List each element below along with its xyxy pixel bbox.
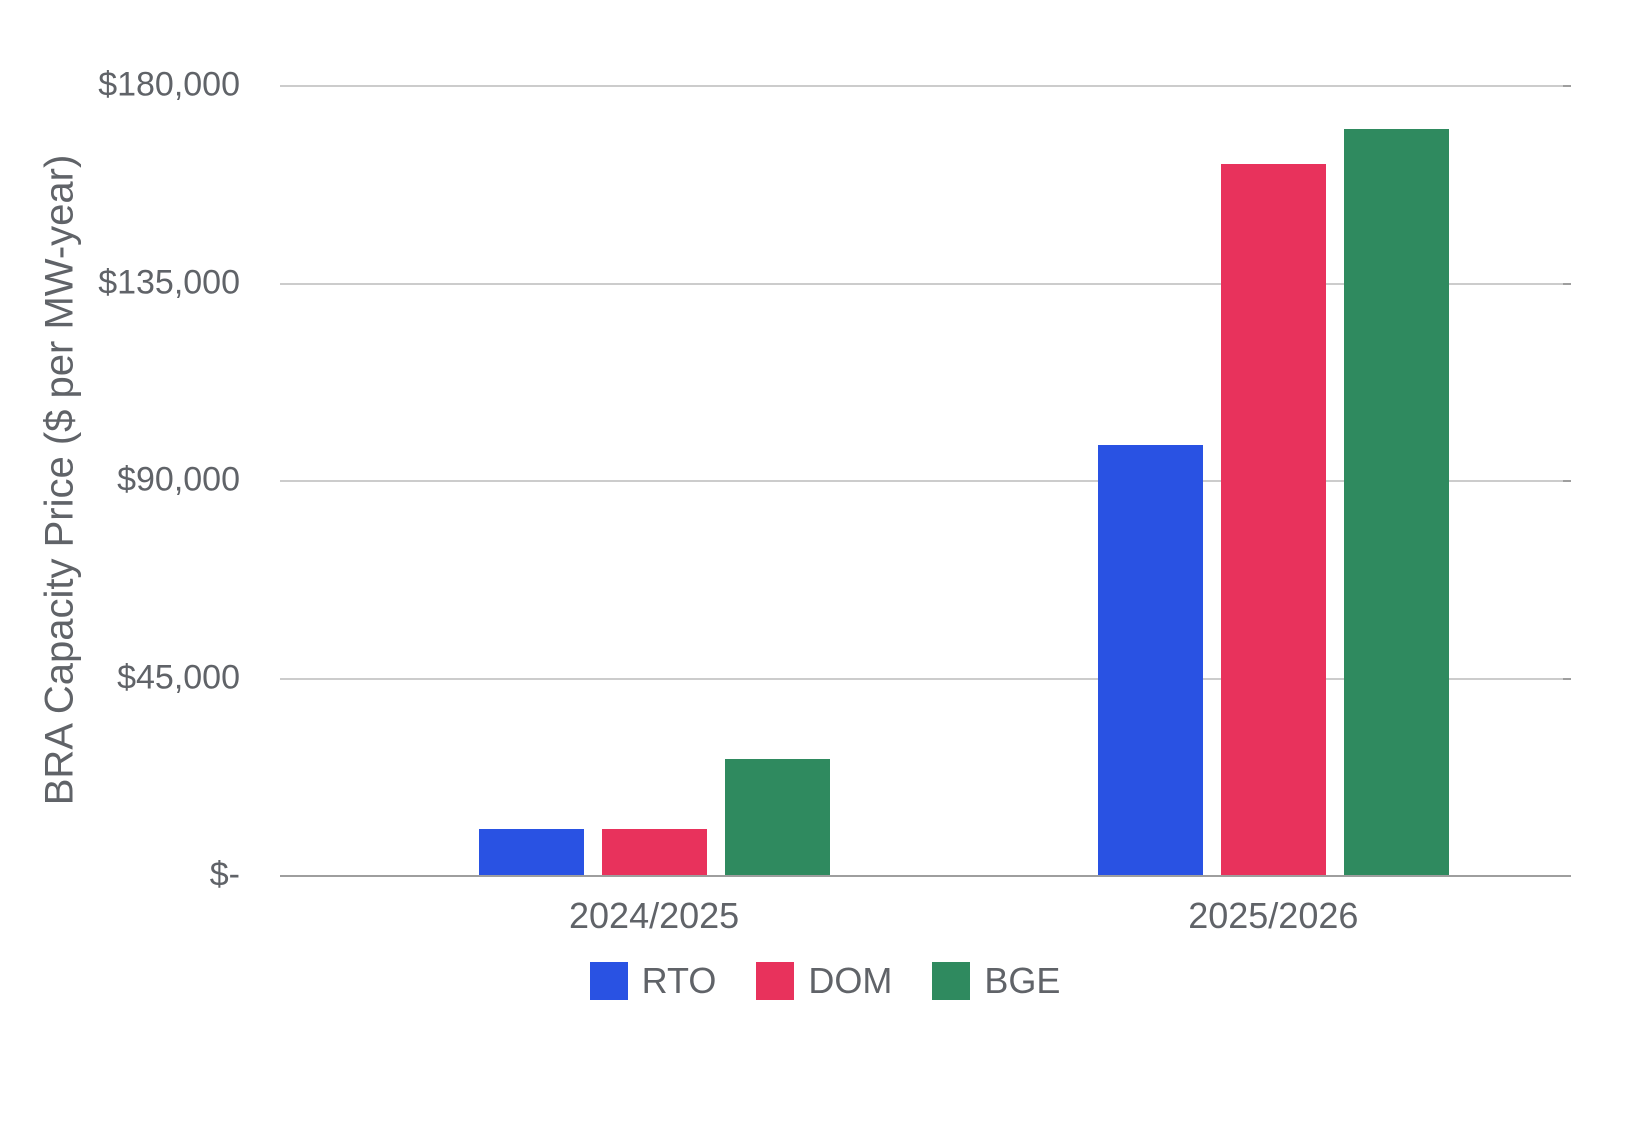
y-tick-label: $135,000 (0, 263, 260, 302)
x-category-label: 2024/2025 (569, 895, 739, 937)
legend-item: BGE (932, 960, 1060, 1002)
legend: RTO DOM BGE (0, 960, 1650, 1005)
right-tick (1563, 875, 1571, 877)
bar (1221, 164, 1326, 875)
bar (1344, 129, 1449, 875)
right-tick (1563, 85, 1571, 87)
chart-container: BRA Capacity Price ($ per MW-year) $-$45… (0, 0, 1650, 1136)
right-tick (1563, 678, 1571, 680)
bar (602, 829, 707, 875)
legend-item: RTO (590, 960, 717, 1002)
legend-label: RTO (642, 960, 717, 1002)
right-tick (1563, 283, 1571, 285)
legend-item: DOM (756, 960, 892, 1002)
legend-swatch (932, 962, 970, 1000)
bar (725, 759, 830, 875)
legend-swatch (756, 962, 794, 1000)
y-tick-label: $180,000 (0, 66, 260, 105)
gridline (280, 85, 1570, 87)
y-tick-label: $- (0, 856, 260, 895)
x-category-label: 2025/2026 (1188, 895, 1358, 937)
y-tick-label: $45,000 (0, 658, 260, 697)
legend-label: DOM (808, 960, 892, 1002)
gridline (280, 875, 1570, 877)
y-tick-label: $90,000 (0, 461, 260, 500)
bar (479, 829, 584, 875)
legend-swatch (590, 962, 628, 1000)
bar (1098, 445, 1203, 875)
legend-label: BGE (984, 960, 1060, 1002)
plot-area (280, 85, 1570, 875)
right-tick (1563, 480, 1571, 482)
